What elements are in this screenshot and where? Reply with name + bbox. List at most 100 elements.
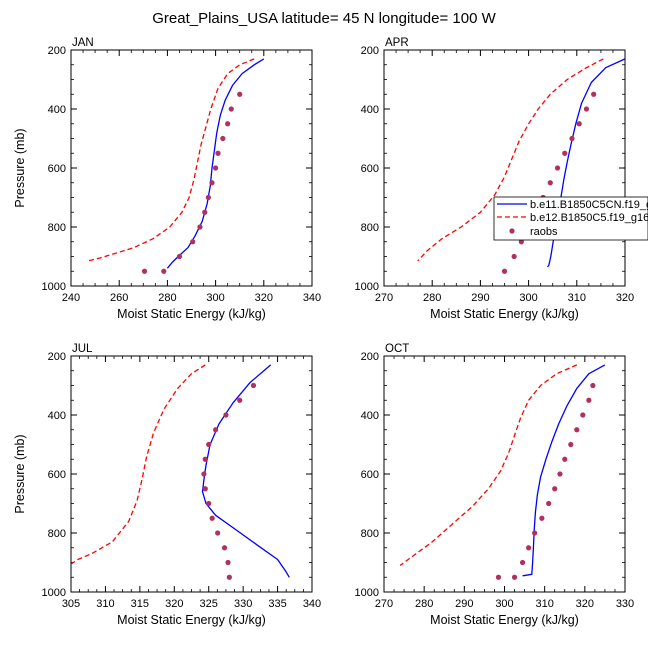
x-tick-label: 310 <box>568 292 586 304</box>
raobs-point <box>197 224 203 230</box>
y-tick-label: 600 <box>361 163 379 175</box>
series-line-model-1 <box>522 364 606 577</box>
y-tick-label: 200 <box>361 45 379 57</box>
legend-label-model-2: b.e12.B1850C5.f19_g16.0 <box>530 212 648 224</box>
raobs-point <box>206 500 212 507</box>
x-tick-label: 280 <box>415 598 433 610</box>
series-line-model-2 <box>417 58 604 262</box>
legend: b.e11.B1850C5CN.f19_g16.0 b.e12.B1850C5.… <box>493 196 648 241</box>
raobs-point <box>250 382 257 389</box>
raobs-point <box>202 486 208 492</box>
raobs-point <box>574 427 580 433</box>
x-tick-label: 305 <box>62 598 80 610</box>
x-tick-label: 280 <box>423 292 441 304</box>
y-axis-label: Pressure (mb) <box>13 128 27 207</box>
raobs-point <box>206 441 212 448</box>
x-tick-label: 300 <box>495 598 513 610</box>
raobs-point <box>237 91 243 97</box>
panel-label: OCT <box>385 343 409 355</box>
panel-jan: JAN 240 260 280 300 320 340 200 400 600 800 1000 Moi… <box>13 37 321 321</box>
raobs-point <box>213 165 219 171</box>
raobs-point <box>511 574 518 580</box>
panels: JAN 240 260 280 300 320 340 200 400 600 800 1000 Moi… <box>13 37 634 627</box>
raobs-point <box>201 471 207 477</box>
raobs-point <box>519 559 526 566</box>
x-tick-label: 280 <box>158 292 176 304</box>
plot-area <box>71 364 290 580</box>
raobs-point <box>583 106 590 112</box>
y-tick-label: 600 <box>48 469 66 481</box>
y-tick-label: 800 <box>361 528 379 540</box>
series-line-model-1 <box>201 364 290 578</box>
axes-frame <box>383 49 626 287</box>
raobs-point <box>220 135 226 142</box>
y-tick-label: 200 <box>48 45 66 57</box>
y-tick-label: 400 <box>48 104 66 116</box>
raobs-point <box>552 486 558 492</box>
plot-area <box>399 364 606 580</box>
x-tick-label: 315 <box>131 598 149 610</box>
raobs-point <box>562 150 568 156</box>
legend-swatch-raobs <box>509 228 515 234</box>
raobs-point <box>141 268 148 274</box>
raobs-point <box>590 382 596 389</box>
x-tick-label: 320 <box>576 598 594 610</box>
x-tick-label: 330 <box>616 598 634 610</box>
y-tick-label: 800 <box>48 222 66 234</box>
raobs-point <box>576 121 582 127</box>
raobs-point <box>526 545 532 551</box>
series-line-model-2 <box>87 58 255 262</box>
raobs-point <box>546 500 552 507</box>
y-tick-label: 600 <box>361 469 379 481</box>
x-axis-label: Moist Static Energy (kJ/kg) <box>430 613 579 627</box>
legend-label-model-1: b.e11.B1850C5CN.f19_g16.0 <box>530 199 648 211</box>
axes-frame <box>70 49 313 287</box>
raobs-point <box>557 471 563 477</box>
raobs-point <box>223 412 229 418</box>
raobs-point <box>209 180 215 186</box>
x-tick-label: 340 <box>303 598 321 610</box>
x-tick-label: 330 <box>234 598 252 610</box>
series-line-model-2 <box>399 364 578 567</box>
panel-apr: APR 270 280 290 300 310 320 200 400 600 800 1000 Moi… <box>355 37 635 321</box>
axes-frame <box>70 355 313 593</box>
y-tick-label: 200 <box>361 351 379 363</box>
raobs-point <box>215 150 221 156</box>
raobs-point <box>568 441 574 448</box>
raobs-point <box>495 574 502 580</box>
raobs-point <box>225 121 231 127</box>
x-axis-label: Moist Static Energy (kJ/kg) <box>430 307 579 321</box>
plot-area <box>87 58 265 274</box>
x-tick-label: 320 <box>165 598 183 610</box>
x-tick-label: 320 <box>255 292 273 304</box>
y-tick-label: 1000 <box>355 281 379 293</box>
figure-title: Great_Plains_USA latitude= 45 N longitud… <box>152 10 496 27</box>
raobs-point <box>580 412 586 418</box>
x-tick-label: 340 <box>303 292 321 304</box>
x-tick-label: 270 <box>375 292 393 304</box>
raobs-point <box>562 456 568 462</box>
raobs-point <box>221 545 228 551</box>
x-tick-label: 290 <box>455 598 473 610</box>
plot-area <box>417 58 625 274</box>
x-tick-label: 300 <box>206 292 224 304</box>
x-tick-label: 240 <box>62 292 80 304</box>
x-tick-label: 260 <box>110 292 128 304</box>
raobs-point <box>209 515 215 521</box>
x-axis-label: Moist Static Energy (kJ/kg) <box>117 307 266 321</box>
raobs-point <box>225 559 231 566</box>
y-tick-label: 400 <box>48 410 66 422</box>
raobs-point <box>518 239 524 245</box>
raobs-point <box>228 106 234 112</box>
raobs-point <box>591 91 597 97</box>
y-tick-label: 600 <box>48 163 66 175</box>
y-tick-label: 1000 <box>42 281 66 293</box>
panel-jul: JUL 305 310 315 320 325 330 335 340 200 400 600 800 1… <box>13 343 321 627</box>
x-tick-label: 335 <box>268 598 286 610</box>
y-tick-label: 1000 <box>355 587 379 599</box>
raobs-point <box>161 268 167 274</box>
x-tick-label: 290 <box>471 292 489 304</box>
raobs-point <box>539 515 545 521</box>
x-tick-label: 300 <box>519 292 537 304</box>
raobs-point <box>501 268 508 274</box>
